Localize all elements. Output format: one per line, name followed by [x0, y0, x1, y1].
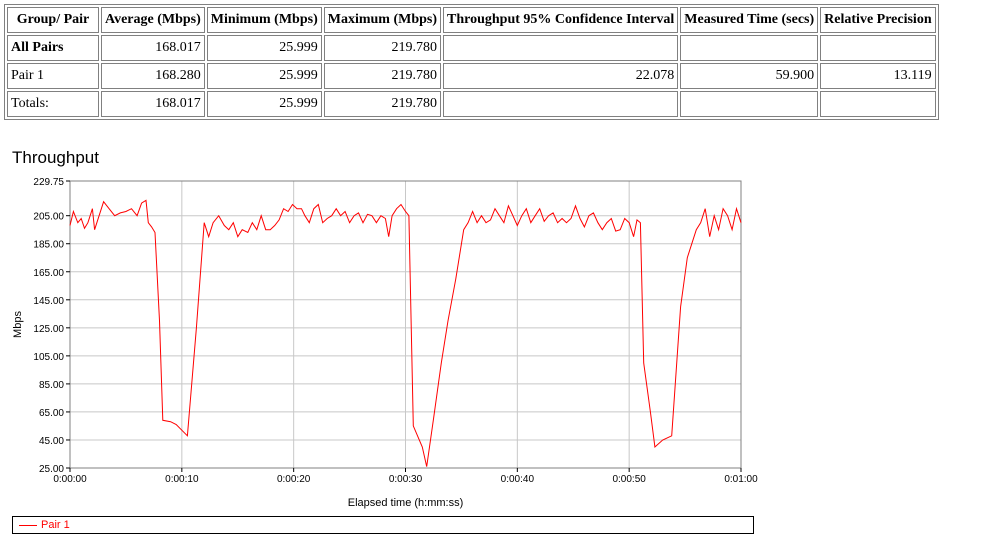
row-label: All Pairs	[7, 35, 99, 61]
col-header-relative-precision: Relative Precision	[820, 7, 936, 33]
y-tick-label: 85.00	[39, 380, 64, 391]
table-row-all-pairs: All Pairs 168.017 25.999 219.780	[7, 35, 936, 61]
cell-minimum: 25.999	[206, 35, 322, 61]
y-tick-label: 229.75	[33, 177, 64, 188]
row-label: Totals:	[7, 91, 99, 117]
y-tick-label: 185.00	[33, 240, 64, 251]
x-tick-label: 0:00:40	[501, 474, 535, 485]
x-tick-label: 0:00:30	[389, 474, 423, 485]
legend-label-pair-1: Pair 1	[41, 519, 70, 531]
cell-minimum: 25.999	[206, 63, 322, 89]
cell-relative-precision	[820, 91, 936, 117]
cell-average: 168.280	[101, 63, 205, 89]
y-tick-label: 65.00	[39, 408, 64, 419]
table-row-pair-1: Pair 1 168.280 25.999 219.780 22.078 59.…	[7, 63, 936, 89]
col-header-measured-time: Measured Time (secs)	[680, 7, 819, 33]
cell-maximum: 219.780	[323, 91, 442, 117]
x-axis-ticks: 0:00:00 0:00:10 0:00:20 0:00:30 0:00:40 0:00:…	[53, 468, 758, 485]
y-tick-label: 25.00	[39, 464, 64, 475]
cell-measured-time: 59.900	[680, 63, 819, 89]
table-header-row: Group/ Pair Average (Mbps) Minimum (Mbps…	[7, 7, 936, 33]
cell-relative-precision	[820, 35, 936, 61]
cell-relative-precision: 13.119	[820, 63, 936, 89]
y-axis-label: Mbps	[12, 311, 24, 338]
row-label: Pair 1	[7, 63, 99, 89]
chart-legend: Pair 1	[12, 516, 754, 534]
y-tick-label: 165.00	[33, 268, 64, 279]
legend-swatch-pair-1	[19, 525, 37, 526]
chart-title: Throughput	[12, 148, 99, 167]
table-row-totals: Totals: 168.017 25.999 219.780	[7, 91, 936, 117]
x-tick-label: 0:01:00	[724, 474, 758, 485]
y-tick-label: 205.00	[33, 212, 64, 223]
x-tick-label: 0:00:00	[53, 474, 87, 485]
col-header-maximum: Maximum (Mbps)	[323, 7, 442, 33]
cell-minimum: 25.999	[206, 91, 322, 117]
y-tick-label: 145.00	[33, 296, 64, 307]
x-tick-label: 0:00:20	[277, 474, 311, 485]
cell-measured-time	[680, 35, 819, 61]
x-axis-label: Elapsed time (h:mm:ss)	[348, 497, 464, 509]
cell-measured-time	[680, 91, 819, 117]
col-header-confidence-interval: Throughput 95% Confidence Interval	[443, 7, 679, 33]
y-tick-label: 105.00	[33, 352, 64, 363]
series-line-pair-1	[69, 199, 742, 467]
x-tick-label: 0:00:10	[165, 474, 199, 485]
cell-average: 168.017	[101, 91, 205, 117]
cell-average: 168.017	[101, 35, 205, 61]
cell-confidence-interval	[443, 35, 679, 61]
y-tick-label: 45.00	[39, 436, 64, 447]
cell-maximum: 219.780	[323, 35, 442, 61]
y-axis-ticks: 229.75 205.00 185.00 165.00 145.00 125.00 105.…	[33, 177, 70, 475]
cell-confidence-interval	[443, 91, 679, 117]
cell-maximum: 219.780	[323, 63, 442, 89]
cell-confidence-interval: 22.078	[443, 63, 679, 89]
results-table: Group/ Pair Average (Mbps) Minimum (Mbps…	[4, 4, 939, 120]
col-header-group-pair: Group/ Pair	[7, 7, 99, 33]
col-header-minimum: Minimum (Mbps)	[206, 7, 322, 33]
x-tick-label: 0:00:50	[612, 474, 646, 485]
col-header-average: Average (Mbps)	[101, 7, 205, 33]
y-tick-label: 125.00	[33, 324, 64, 335]
